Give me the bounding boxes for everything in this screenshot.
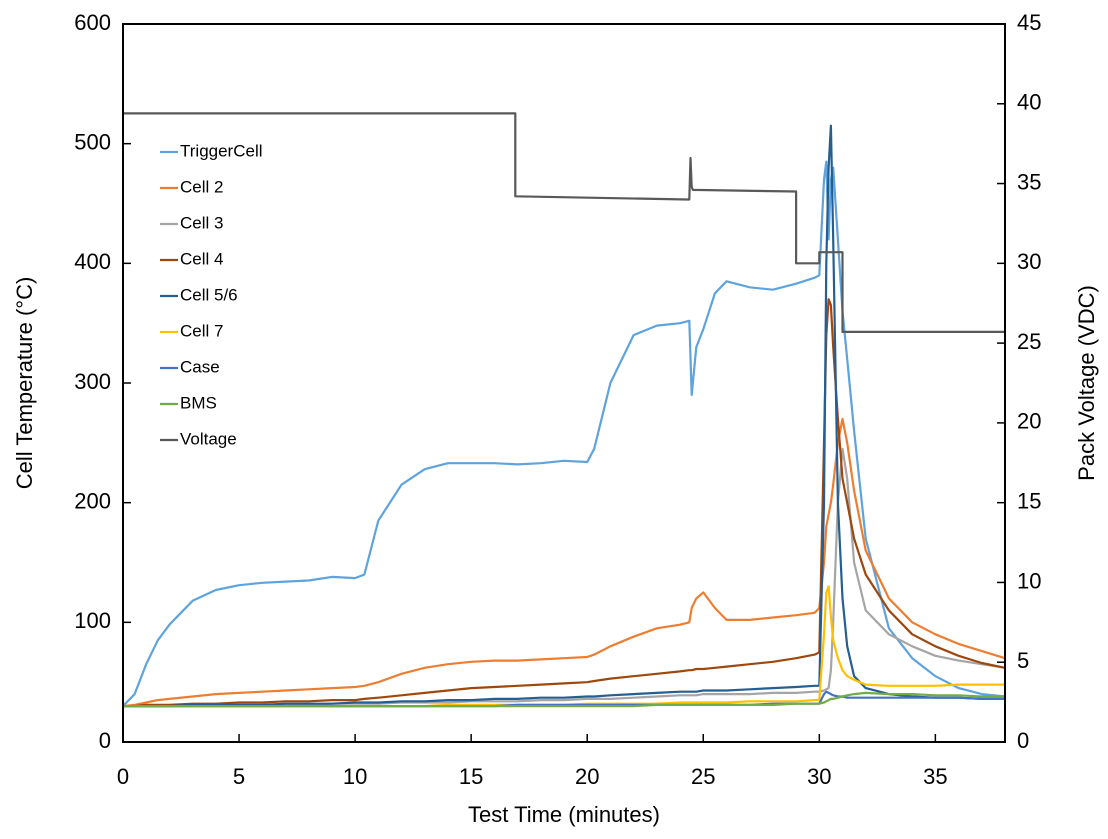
x-tick-label: 5 [233,764,245,789]
y2-axis-label: Pack Voltage (VDC) [1074,285,1099,481]
y2-tick-label: 45 [1017,10,1041,35]
legend-label: Cell 3 [180,213,223,232]
legend-label: Cell 5/6 [180,285,238,304]
y2-tick-label: 35 [1017,169,1041,194]
series-line [123,124,1005,708]
series-line [123,585,1005,708]
y2-tick-label: 5 [1017,648,1029,673]
x-tick-label: 0 [117,764,129,789]
legend-label: TriggerCell [180,141,263,160]
plot-frame [122,23,1006,743]
x-axis-label: Test Time (minutes) [468,802,660,827]
series-line [123,298,1006,708]
legend-label: Cell 2 [180,177,223,196]
y-axis-label: Cell Temperature (°C) [12,277,37,490]
y-tick-label: 500 [74,129,111,154]
y2-tick-label: 25 [1017,329,1041,354]
x-tick-label: 35 [923,764,947,789]
x-tick-label: 20 [575,764,599,789]
x-tick-label: 10 [343,764,367,789]
legend-label: Case [180,357,220,376]
y2-tick-label: 20 [1017,409,1041,434]
legend-label: BMS [180,393,217,412]
series-line [123,112,1005,333]
series-line [122,417,1006,708]
legend-label: Voltage [180,429,237,448]
y-tick-label: 0 [99,728,111,753]
y-tick-label: 100 [74,608,111,633]
y2-tick-label: 15 [1017,488,1041,513]
y2-tick-label: 30 [1017,249,1041,274]
legend-label: Cell 7 [180,321,223,340]
x-tick-label: 15 [459,764,483,789]
y2-tick-label: 10 [1017,568,1041,593]
y-tick-label: 300 [74,369,111,394]
y-tick-label: 200 [74,488,111,513]
y-tick-label: 600 [74,10,111,35]
series-line [123,447,1006,708]
y-tick-label: 400 [74,249,111,274]
x-tick-label: 30 [807,764,831,789]
x-tick-label: 25 [691,764,715,789]
series-line [122,160,1006,707]
legend-label: Cell 4 [180,249,223,268]
series-line [123,691,1005,708]
y2-tick-label: 0 [1017,728,1029,753]
y2-tick-label: 40 [1017,90,1041,115]
